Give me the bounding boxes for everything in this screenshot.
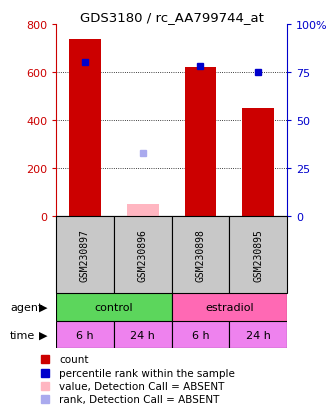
Text: count: count bbox=[59, 354, 89, 364]
Text: 6 h: 6 h bbox=[76, 330, 94, 340]
Text: value, Detection Call = ABSENT: value, Detection Call = ABSENT bbox=[59, 381, 225, 391]
Text: ▶: ▶ bbox=[39, 302, 47, 312]
Bar bbox=[229, 321, 287, 349]
Text: GSM230897: GSM230897 bbox=[80, 229, 90, 282]
Bar bbox=[127, 205, 159, 217]
Text: agent: agent bbox=[10, 302, 42, 312]
Title: GDS3180 / rc_AA799744_at: GDS3180 / rc_AA799744_at bbox=[80, 11, 264, 24]
Bar bbox=[229, 217, 287, 294]
Text: control: control bbox=[94, 302, 133, 312]
Text: time: time bbox=[10, 330, 35, 340]
Bar bbox=[56, 321, 114, 349]
Bar bbox=[242, 109, 274, 217]
Bar bbox=[184, 68, 216, 217]
Bar bbox=[172, 294, 287, 321]
Bar bbox=[172, 321, 229, 349]
Text: GSM230898: GSM230898 bbox=[195, 229, 206, 282]
Text: 24 h: 24 h bbox=[130, 330, 155, 340]
Text: ▶: ▶ bbox=[39, 330, 47, 340]
Bar bbox=[56, 217, 114, 294]
Bar bbox=[69, 40, 101, 217]
Bar bbox=[114, 321, 172, 349]
Text: rank, Detection Call = ABSENT: rank, Detection Call = ABSENT bbox=[59, 394, 220, 404]
Text: 6 h: 6 h bbox=[192, 330, 209, 340]
Bar bbox=[114, 217, 172, 294]
Text: 24 h: 24 h bbox=[246, 330, 271, 340]
Bar bbox=[172, 217, 229, 294]
Text: percentile rank within the sample: percentile rank within the sample bbox=[59, 368, 235, 377]
Bar bbox=[56, 294, 172, 321]
Text: GSM230896: GSM230896 bbox=[138, 229, 148, 282]
Text: estradiol: estradiol bbox=[205, 302, 254, 312]
Text: GSM230895: GSM230895 bbox=[253, 229, 263, 282]
